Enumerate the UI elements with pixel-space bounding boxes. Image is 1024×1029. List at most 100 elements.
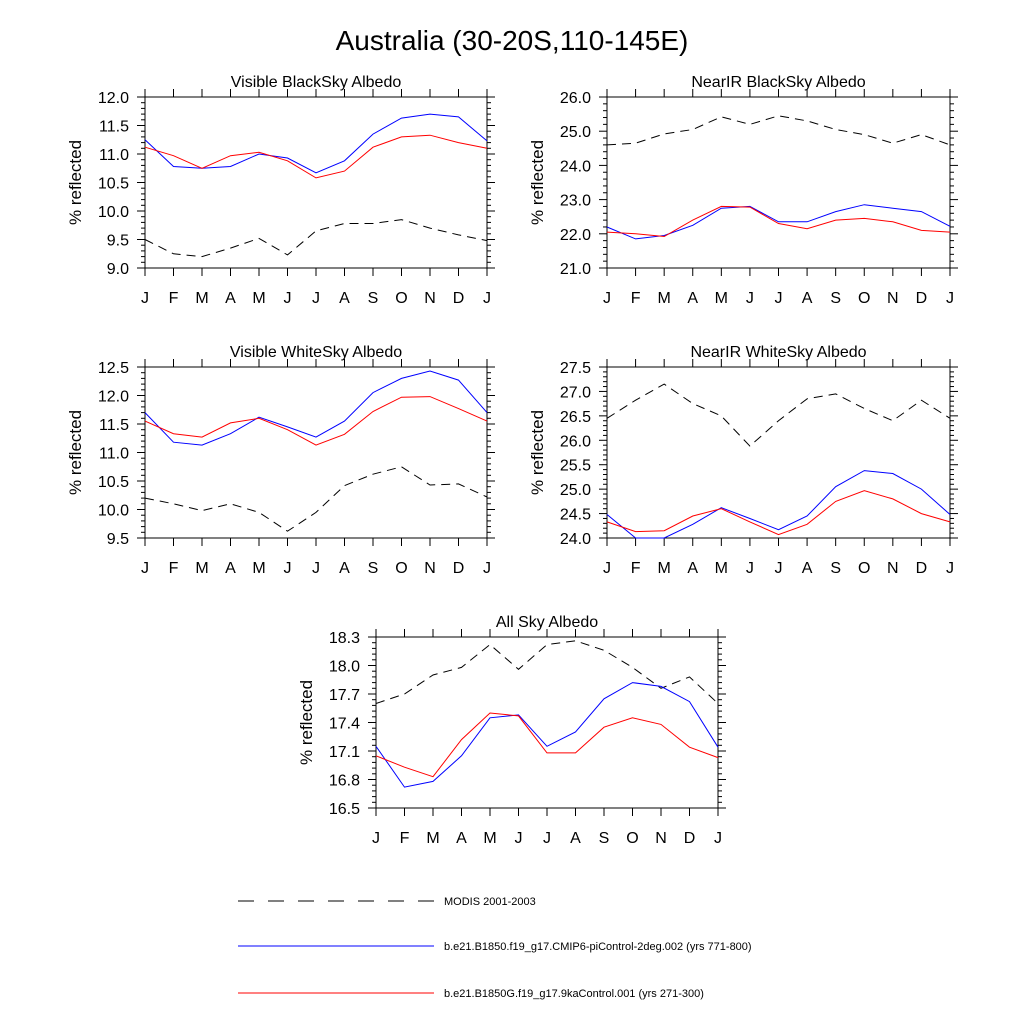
panel2-x-tick-label: M [658,290,671,307]
panel1-x-tick-label: D [453,290,465,307]
panel1-x-tick-label: O [395,290,407,307]
panel4-x-tick-label: S [830,560,841,577]
panel2-x-tick-label: F [631,290,641,307]
panel4-x-tick-label: F [631,560,641,577]
panel4-x-tick-label: A [802,560,813,577]
panel5-x-tick-label: S [599,830,610,847]
panel5-x-tick-label: J [543,830,551,847]
panel2-x-tick-label: S [830,290,841,307]
panel3-x-tick-label: A [339,560,350,577]
legend-label-2: b.e21.B1850.f19_g17.CMIP6-piControl-2deg… [444,941,752,953]
panel5-x-tick-label: J [714,830,722,847]
panel3-y-axis-label: % reflected [66,410,85,495]
panel2-y-tick-label: 22.0 [560,227,591,244]
panel5-y-tick-label: 16.5 [329,801,360,818]
panel5-x-tick-label: N [655,830,667,847]
panel4-x-tick-label: M [715,560,728,577]
legend-label-1: MODIS 2001-2003 [444,896,536,908]
panel3-y-tick-label: 11.5 [99,417,129,434]
panel5-x-tick-label: A [570,830,581,847]
panel1-y-tick-label: 11.0 [99,147,129,164]
panel2-x-tick-label: J [775,290,783,307]
panel3-x-tick-label: J [284,560,292,577]
panel2-x-tick-label: M [715,290,728,307]
panel4-y-tick-label: 24.5 [560,507,591,524]
panel4-x-tick-label: D [916,560,928,577]
panel3-visible-whitesky-albedo-chart: Visible WhiteSky Albedo % reflected 9.5 10.… [66,344,495,577]
panel2-y-tick-label: 24.0 [560,158,591,175]
panel1-x-tick-label: N [424,290,436,307]
panel4-series-cmip6-picontrol-line [606,470,951,539]
panel5-y-tick-label: 16.8 [329,773,360,790]
panel3-y-tick-label: 9.5 [107,531,129,548]
panel4-y-tick-label: 26.0 [560,433,591,450]
panel4-x-tick-label: J [946,560,954,577]
panel2-plot-frame [606,96,951,269]
panel2-y-tick-label: 21.0 [560,261,591,278]
panel5-x-tick-label: J [515,830,523,847]
panel1-y-tick-label: 12.0 [98,90,129,107]
panel3-x-tick-label: M [252,560,265,577]
panel3-series-modis-line [144,466,488,532]
panel2-series-cmip6-picontrol-line [606,204,951,240]
panel2-x-tick-label: A [687,290,698,307]
panel1-x-tick-label: S [368,290,379,307]
panel4-series-9ka-control-line [606,490,951,536]
panel3-x-tick-label: J [483,560,491,577]
panel1-y-tick-label: 9.5 [107,233,129,250]
panel5-x-tick-label: M [426,830,439,847]
panel2-title: NearIR BlackSky Albedo [691,74,865,91]
panel2-y-axis-label: % reflected [528,140,547,225]
panel1-x-tick-label: J [141,290,149,307]
panel3-x-tick-label: J [141,560,149,577]
panel4-y-axis-label: % reflected [528,410,547,495]
legend: MODIS 2001-2003 b.e21.B1850.f19_g17.CMIP6… [238,896,752,1000]
panel1-x-tick-label: F [169,290,179,307]
panel1-title: Visible BlackSky Albedo [231,74,402,91]
panel4-x-tick-label: J [775,560,783,577]
panel1-y-axis-label: % reflected [66,140,85,225]
panel5-title: All Sky Albedo [496,614,598,631]
panel1-x-tick-label: A [339,290,350,307]
panel1-series-9ka-control-line [144,134,488,179]
panel2-x-tick-label: J [746,290,754,307]
panel2-series-9ka-control-line [606,205,951,238]
panel2-x-tick-label: O [858,290,870,307]
panel3-x-tick-label: N [424,560,436,577]
panel3-series-9ka-control-line [144,396,488,446]
figure-title: Australia (30-20S,110-145E) [336,25,689,56]
panel4-x-tick-label: N [887,560,899,577]
panel4-x-tick-label: J [603,560,611,577]
panel4-y-tick-label: 27.5 [560,360,591,377]
panel3-x-tick-label: O [395,560,407,577]
panel2-x-tick-label: N [887,290,899,307]
panel3-y-tick-label: 12.0 [98,389,129,406]
panel5-x-tick-label: A [456,830,467,847]
panel1-plot-frame [144,96,488,269]
panel3-y-tick-label: 10.5 [98,474,129,491]
panel1-y-tick-label: 10.0 [98,204,129,221]
panel5-y-tick-label: 17.4 [329,716,360,733]
panel3-title: Visible WhiteSky Albedo [230,344,402,361]
panel1-y-tick-label: 9.0 [107,261,129,278]
panel5-series-9ka-control-line [375,712,719,778]
panel3-x-tick-label: S [368,560,379,577]
panel3-x-tick-label: A [225,560,236,577]
panel5-series-modis-line [375,640,719,704]
panel4-title: NearIR WhiteSky Albedo [690,344,866,361]
panel5-x-tick-label: O [626,830,638,847]
panel4-plot-frame [606,366,951,539]
panel4-x-tick-label: A [687,560,698,577]
panel5-y-tick-label: 17.7 [329,687,360,704]
panel1-x-tick-label: M [252,290,265,307]
panel2-x-tick-label: J [603,290,611,307]
panel3-y-tick-label: 10.0 [98,503,129,520]
panel1-x-tick-label: A [225,290,236,307]
panel2-nearir-blacksky-albedo-chart: NearIR BlackSky Albedo % reflected 21.0 22.… [528,74,958,307]
panel1-visible-blacksky-albedo-chart: Visible BlackSky Albedo % reflected 9.0 9.5… [66,74,495,307]
panel4-y-tick-label: 25.0 [560,482,591,499]
panel5-all-sky-albedo-chart: All Sky Albedo % reflected 16.5 16.8 17.1 17.… [297,614,726,847]
panel1-x-tick-label: J [483,290,491,307]
